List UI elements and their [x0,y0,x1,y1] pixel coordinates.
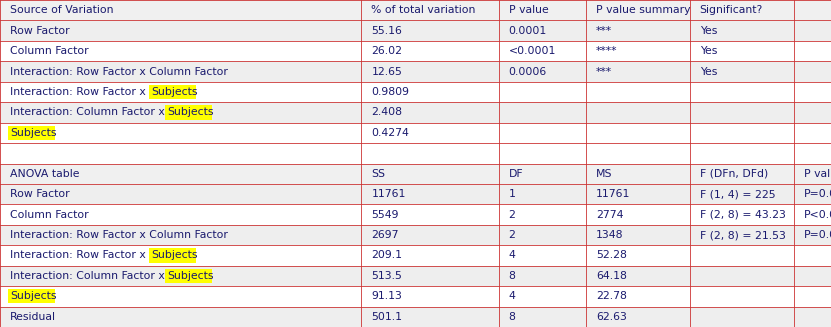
Bar [0,41,831,61]
Bar [0,0,831,20]
Text: Interaction: Row Factor x Column Factor: Interaction: Row Factor x Column Factor [10,230,228,240]
Text: P value: P value [804,169,831,179]
Text: 2.408: 2.408 [371,107,402,117]
Text: Subjects: Subjects [10,291,57,301]
Text: 64.18: 64.18 [596,271,627,281]
Bar [0,266,831,286]
Bar [0,286,831,307]
Text: 4: 4 [509,291,515,301]
Text: 513.5: 513.5 [371,271,402,281]
Text: Yes: Yes [700,26,717,36]
Bar [149,248,196,263]
Text: Column Factor: Column Factor [10,46,89,56]
Text: 22.78: 22.78 [596,291,627,301]
Bar [0,82,831,102]
Text: Subjects: Subjects [167,107,214,117]
Text: % of total variation: % of total variation [371,5,476,15]
Bar [0,225,831,245]
Text: Yes: Yes [700,66,717,77]
Text: 2774: 2774 [596,210,623,220]
Text: 55.16: 55.16 [371,26,402,36]
Text: Significant?: Significant? [700,5,763,15]
Text: 26.02: 26.02 [371,46,402,56]
Text: Column Factor: Column Factor [10,210,89,220]
Text: ***: *** [596,66,612,77]
Bar [0,123,831,143]
Text: ***: *** [596,26,612,36]
Text: 12.65: 12.65 [371,66,402,77]
Text: 62.63: 62.63 [596,312,627,322]
Bar [0,184,831,204]
Text: Subjects: Subjects [10,128,57,138]
Bar [165,105,212,120]
Text: Subjects: Subjects [150,250,197,261]
Bar [8,126,55,140]
Text: 1348: 1348 [596,230,623,240]
Bar [0,245,831,266]
Text: Row Factor: Row Factor [10,189,70,199]
Text: Source of Variation: Source of Variation [10,5,114,15]
Text: Interaction: Column Factor x: Interaction: Column Factor x [10,107,168,117]
Text: 8: 8 [509,271,515,281]
Text: F (2, 8) = 21.53: F (2, 8) = 21.53 [700,230,785,240]
Text: 209.1: 209.1 [371,250,402,261]
Text: Subjects: Subjects [167,271,214,281]
Text: 0.4274: 0.4274 [371,128,410,138]
Text: ****: **** [596,46,617,56]
Text: 11761: 11761 [596,189,630,199]
Text: MS: MS [596,169,612,179]
Text: Interaction: Row Factor x Column Factor: Interaction: Row Factor x Column Factor [10,66,228,77]
Text: Residual: Residual [10,312,56,322]
Text: 4: 4 [509,250,515,261]
Text: DF: DF [509,169,524,179]
Text: P value: P value [509,5,548,15]
Bar [149,85,196,99]
Text: Interaction: Column Factor x: Interaction: Column Factor x [10,271,168,281]
Bar [8,289,55,303]
Bar [0,102,831,123]
Bar [0,61,831,82]
Text: P value summary: P value summary [596,5,691,15]
Text: P=0.0001: P=0.0001 [804,189,831,199]
Text: Interaction: Row Factor x: Interaction: Row Factor x [10,250,150,261]
Text: 11761: 11761 [371,189,406,199]
Text: Interaction: Row Factor x: Interaction: Row Factor x [10,87,150,97]
Text: 0.9809: 0.9809 [371,87,410,97]
Text: 2: 2 [509,230,515,240]
Text: Subjects: Subjects [150,87,197,97]
Text: 0.0001: 0.0001 [509,26,547,36]
Text: P=0.0006: P=0.0006 [804,230,831,240]
Bar [165,269,212,283]
Text: 5549: 5549 [371,210,399,220]
Text: <0.0001: <0.0001 [509,46,556,56]
Text: F (2, 8) = 43.23: F (2, 8) = 43.23 [700,210,785,220]
Text: P<0.0001: P<0.0001 [804,210,831,220]
Text: 2: 2 [509,210,515,220]
Text: Row Factor: Row Factor [10,26,70,36]
Text: F (DFn, DFd): F (DFn, DFd) [700,169,768,179]
Text: 8: 8 [509,312,515,322]
Bar [0,164,831,184]
Text: 2697: 2697 [371,230,399,240]
Bar [0,204,831,225]
Text: Yes: Yes [700,46,717,56]
Text: 501.1: 501.1 [371,312,402,322]
Bar [0,20,831,41]
Text: F (1, 4) = 225: F (1, 4) = 225 [700,189,775,199]
Text: 1: 1 [509,189,515,199]
Text: ANOVA table: ANOVA table [10,169,80,179]
Bar [0,307,831,327]
Text: 52.28: 52.28 [596,250,627,261]
Text: 0.0006: 0.0006 [509,66,547,77]
Text: SS: SS [371,169,386,179]
Text: 91.13: 91.13 [371,291,402,301]
Bar [0,143,831,164]
